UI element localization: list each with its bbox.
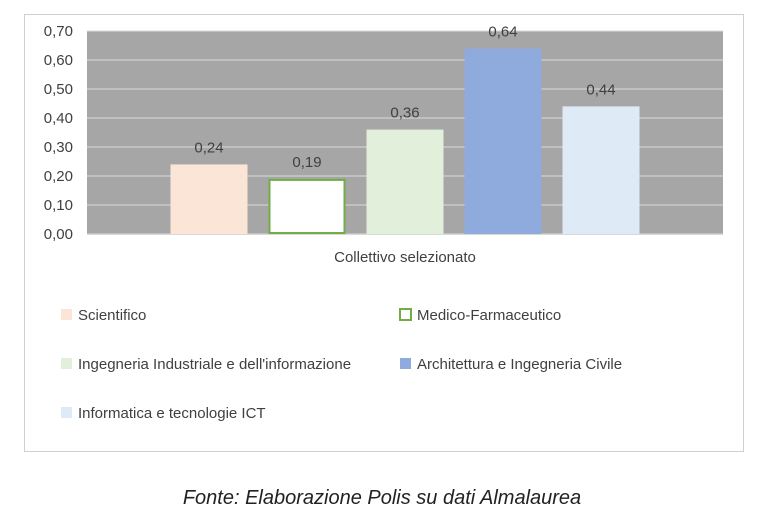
- legend-label: Architettura e Ingegneria Civile: [417, 356, 622, 373]
- y-tick-label: 0,60: [44, 52, 73, 69]
- bar: [268, 178, 346, 234]
- legend-label: Ingegneria Industriale e dell'informazio…: [78, 356, 351, 373]
- bar: [170, 164, 248, 234]
- legend-label: Informatica e tecnologie ICT: [78, 405, 266, 422]
- chart-frame: 0,00 0,10 0,20 0,30 0,40 0,50 0,60 0,70 0,24 0,19…: [24, 14, 744, 452]
- y-tick-label: 0,20: [44, 168, 73, 185]
- bar: [366, 129, 444, 234]
- data-label: 0,19: [292, 154, 321, 171]
- bar: [464, 48, 542, 235]
- legend-label: Medico-Farmaceutico: [417, 307, 561, 324]
- data-label: 0,24: [194, 139, 223, 156]
- y-tick-label: 0,40: [44, 110, 73, 127]
- y-tick-label: 0,70: [44, 23, 73, 40]
- legend-swatch: [400, 358, 411, 369]
- x-category-label: Collettivo selezionato: [334, 249, 476, 266]
- source-caption: Fonte: Elaborazione Polis su dati Almala…: [182, 487, 582, 509]
- y-tick-label: 0,30: [44, 139, 73, 156]
- y-tick-label: 0,00: [44, 226, 73, 243]
- legend-swatch: [61, 309, 72, 320]
- bar-chart: 0,00 0,10 0,20 0,30 0,40 0,50 0,60 0,70 0,24 0,19…: [44, 23, 723, 422]
- data-label: 0,36: [390, 105, 419, 122]
- y-tick-label: 0,10: [44, 197, 73, 214]
- data-label: 0,64: [488, 23, 517, 40]
- legend-swatch: [61, 358, 72, 369]
- data-label: 0,44: [586, 81, 615, 98]
- legend-swatch: [61, 407, 72, 418]
- y-tick-label: 0,50: [44, 81, 73, 98]
- legend-swatch: [399, 308, 412, 321]
- bar: [562, 106, 640, 234]
- legend-label: Scientifico: [78, 307, 146, 324]
